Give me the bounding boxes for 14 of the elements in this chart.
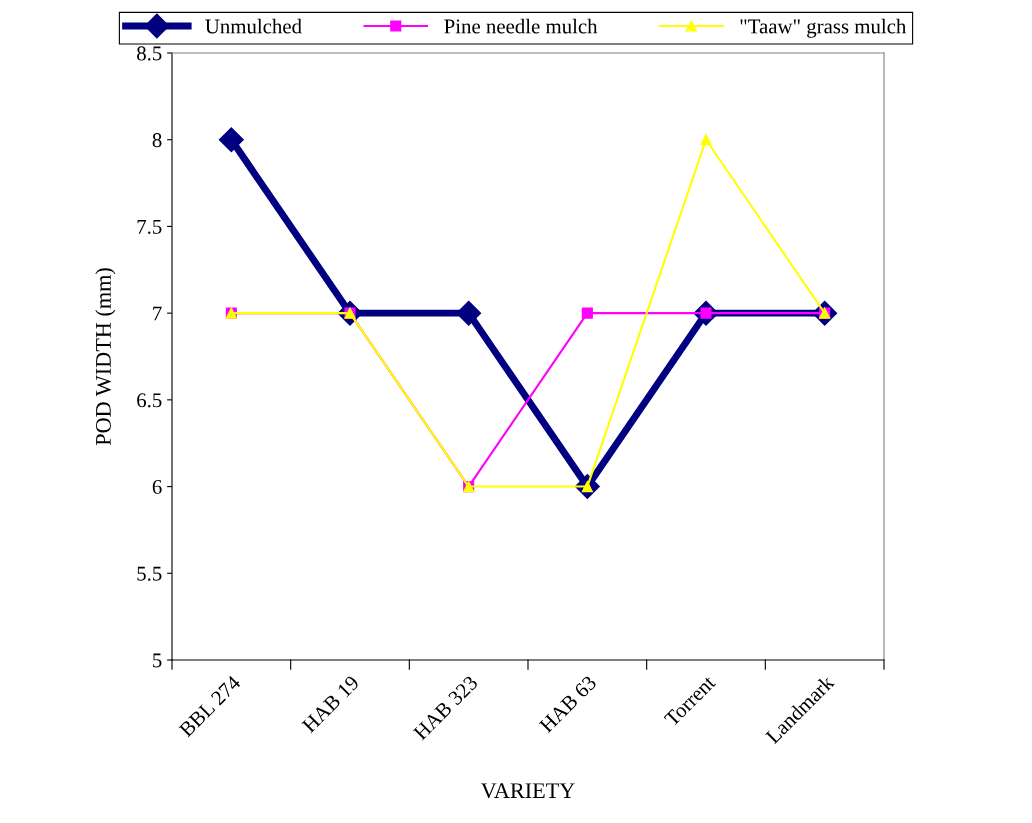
y-axis-title: POD WIDTH (mm) bbox=[95, 268, 116, 446]
legend-label: "Taaw" grass mulch bbox=[740, 18, 907, 38]
y-tick-label: 8.5 bbox=[137, 46, 162, 61]
y-tick-label: 7.5 bbox=[137, 220, 162, 234]
legend-label: Pine needle mulch bbox=[444, 18, 598, 34]
y-tick-label: 6 bbox=[152, 480, 162, 494]
x-axis-title: VARIETY bbox=[480, 783, 575, 799]
y-tick-label: 6.5 bbox=[137, 393, 162, 408]
y-tick-label: 7 bbox=[153, 306, 162, 321]
legend-label: Unmulched bbox=[205, 18, 302, 34]
y-tick-label: 5 bbox=[153, 653, 162, 668]
x-tick-label: BBL 274 bbox=[178, 674, 242, 738]
y-tick-label: 5.5 bbox=[137, 566, 162, 581]
y-tick-label: 8 bbox=[152, 133, 162, 148]
